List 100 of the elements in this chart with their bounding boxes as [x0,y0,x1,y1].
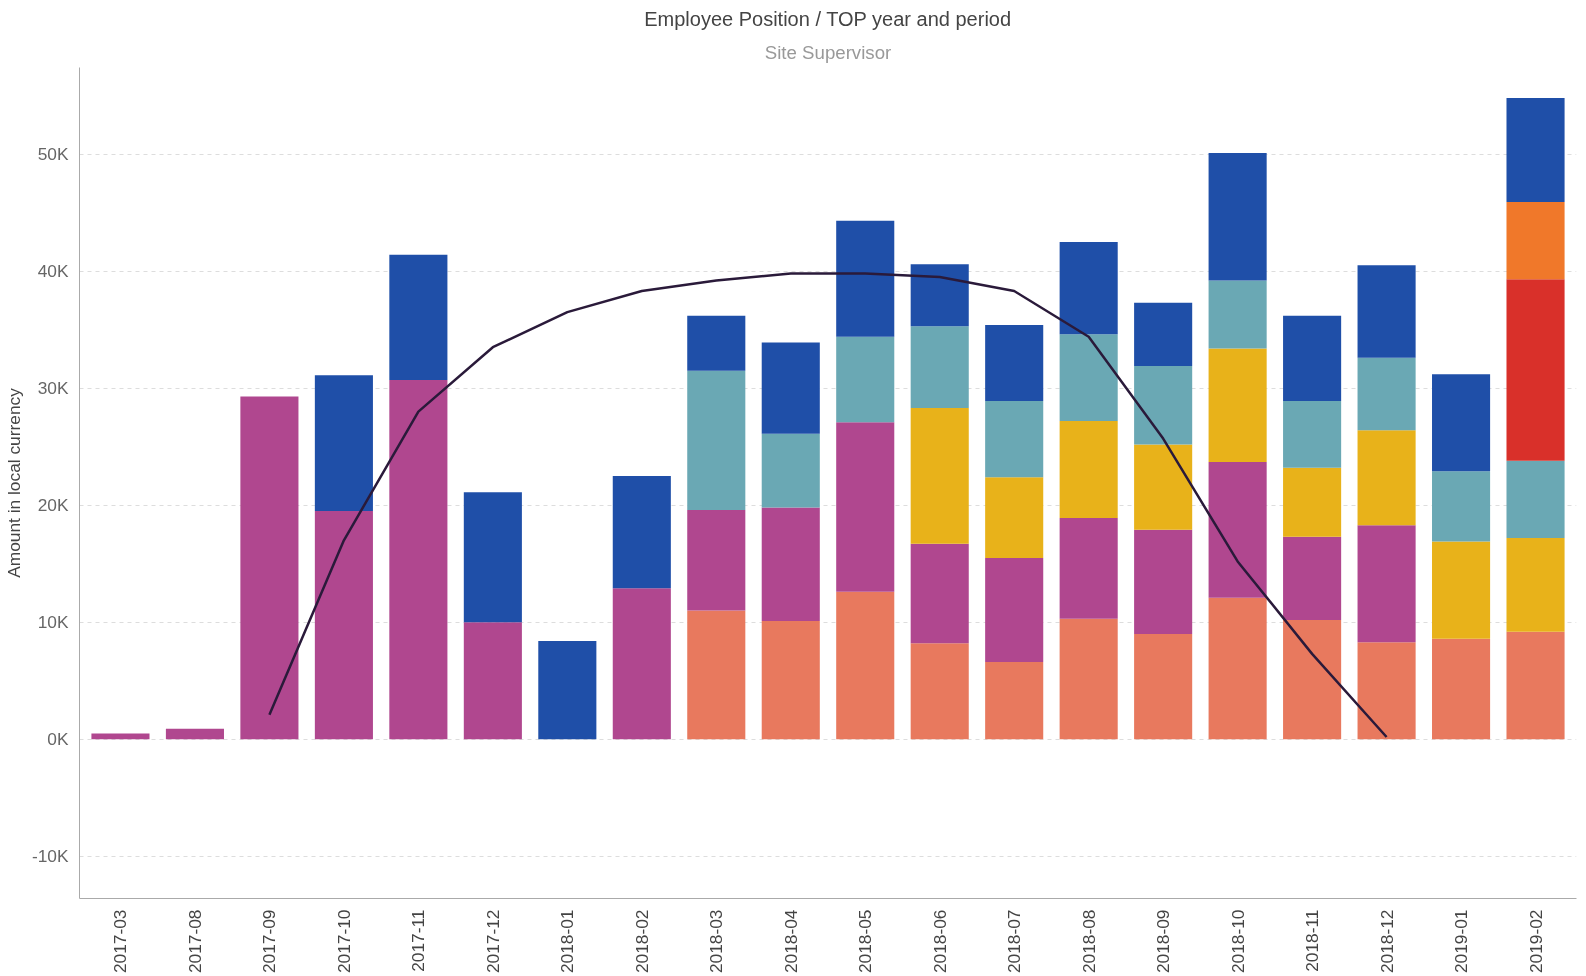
x-tick-label: 2018-11 [1302,909,1323,972]
x-tick-label: 2017-03 [110,909,131,974]
y-tick-label: 20K [37,495,69,516]
x-tick-label: 2019-02 [1525,909,1546,974]
bar [761,433,820,508]
bar [1283,467,1342,537]
y-axis-title: Amount in local currency [3,387,24,578]
bar [612,475,671,589]
bar [1134,302,1193,366]
x-tick-label: 2018-02 [631,909,652,974]
bar [1059,518,1118,619]
bar [1059,334,1118,421]
bar [463,492,522,623]
bar [1059,241,1118,335]
y-tick-label: 0K [47,729,69,750]
x-tick-label: 2018-06 [929,909,950,974]
bar [1357,642,1416,740]
bar [1283,315,1342,402]
bar [687,610,746,740]
bar [1208,152,1267,281]
bar [1432,541,1491,639]
bar [463,622,522,740]
bar [1208,348,1267,462]
x-tick-label: 2018-08 [1078,909,1099,974]
bar [165,728,224,740]
bar [1357,430,1416,526]
y-tick-label: -10K [31,846,69,867]
bar [1208,461,1267,598]
bar [1506,202,1565,280]
y-tick-label: 40K [37,261,69,282]
bar [1432,471,1491,542]
bar [1134,444,1193,530]
x-tick-label: 2017-12 [482,909,503,974]
bar [910,543,969,644]
bar [1357,357,1416,431]
bar [687,315,746,371]
bar [1283,536,1342,620]
bar [1283,401,1342,468]
bar [836,336,895,423]
bar [240,396,299,740]
bar [314,511,373,740]
bar [314,375,373,512]
x-tick-label: 2018-01 [557,909,578,974]
bar [910,643,969,740]
line-series [268,272,1388,739]
bar [985,557,1044,663]
bar [1357,525,1416,643]
bar [985,477,1044,558]
x-tick-label: 2018-03 [706,909,727,974]
bar [1506,279,1565,461]
bar [1506,538,1565,632]
bar [985,324,1044,402]
bar [761,342,820,434]
chart-title: Employee Position / TOP year and period [644,7,1012,30]
bar [1432,374,1491,472]
x-tick-label: 2018-12 [1376,909,1397,974]
bar [1059,420,1118,519]
bar [910,408,969,544]
x-tick-label: 2017-08 [184,909,205,974]
chart-subtitle: Site Supervisor [764,41,892,63]
x-tick-label: 2017-09 [259,909,280,974]
x-tick-label: 2018-05 [855,909,876,974]
bar [1134,633,1193,740]
bar [985,401,1044,478]
bar [1506,97,1565,203]
bar [1208,597,1267,740]
bar [836,422,895,592]
bar [836,220,895,337]
bar [761,621,820,740]
bar [1134,365,1193,445]
bar [910,264,969,327]
bar [1283,619,1342,740]
bar [836,591,895,740]
x-tick-label: 2018-09 [1153,909,1174,974]
bar [612,588,671,740]
y-tick-label: 10K [37,612,69,633]
bar [389,380,448,740]
x-tick-label: 2018-04 [780,909,801,974]
bar [1208,280,1267,349]
x-tick-label: 2017-11 [408,909,429,972]
x-tick-label: 2017-10 [333,909,354,974]
bar [389,254,448,380]
bar [910,326,969,409]
bar [1357,265,1416,358]
bar [1134,529,1193,634]
bar [91,733,150,740]
y-tick-label: 50K [37,144,69,165]
x-tick-label: 2019-01 [1451,909,1472,974]
bar [538,641,597,740]
bar [687,370,746,510]
bar [761,507,820,622]
bar [985,662,1044,740]
x-tick-label: 2018-07 [1004,909,1025,974]
bar [1506,631,1565,740]
bar [687,509,746,611]
bar [1432,638,1491,740]
bar [1506,460,1565,539]
bar [1059,618,1118,740]
x-tick-label: 2018-10 [1227,909,1248,974]
y-tick-label: 30K [37,378,69,399]
